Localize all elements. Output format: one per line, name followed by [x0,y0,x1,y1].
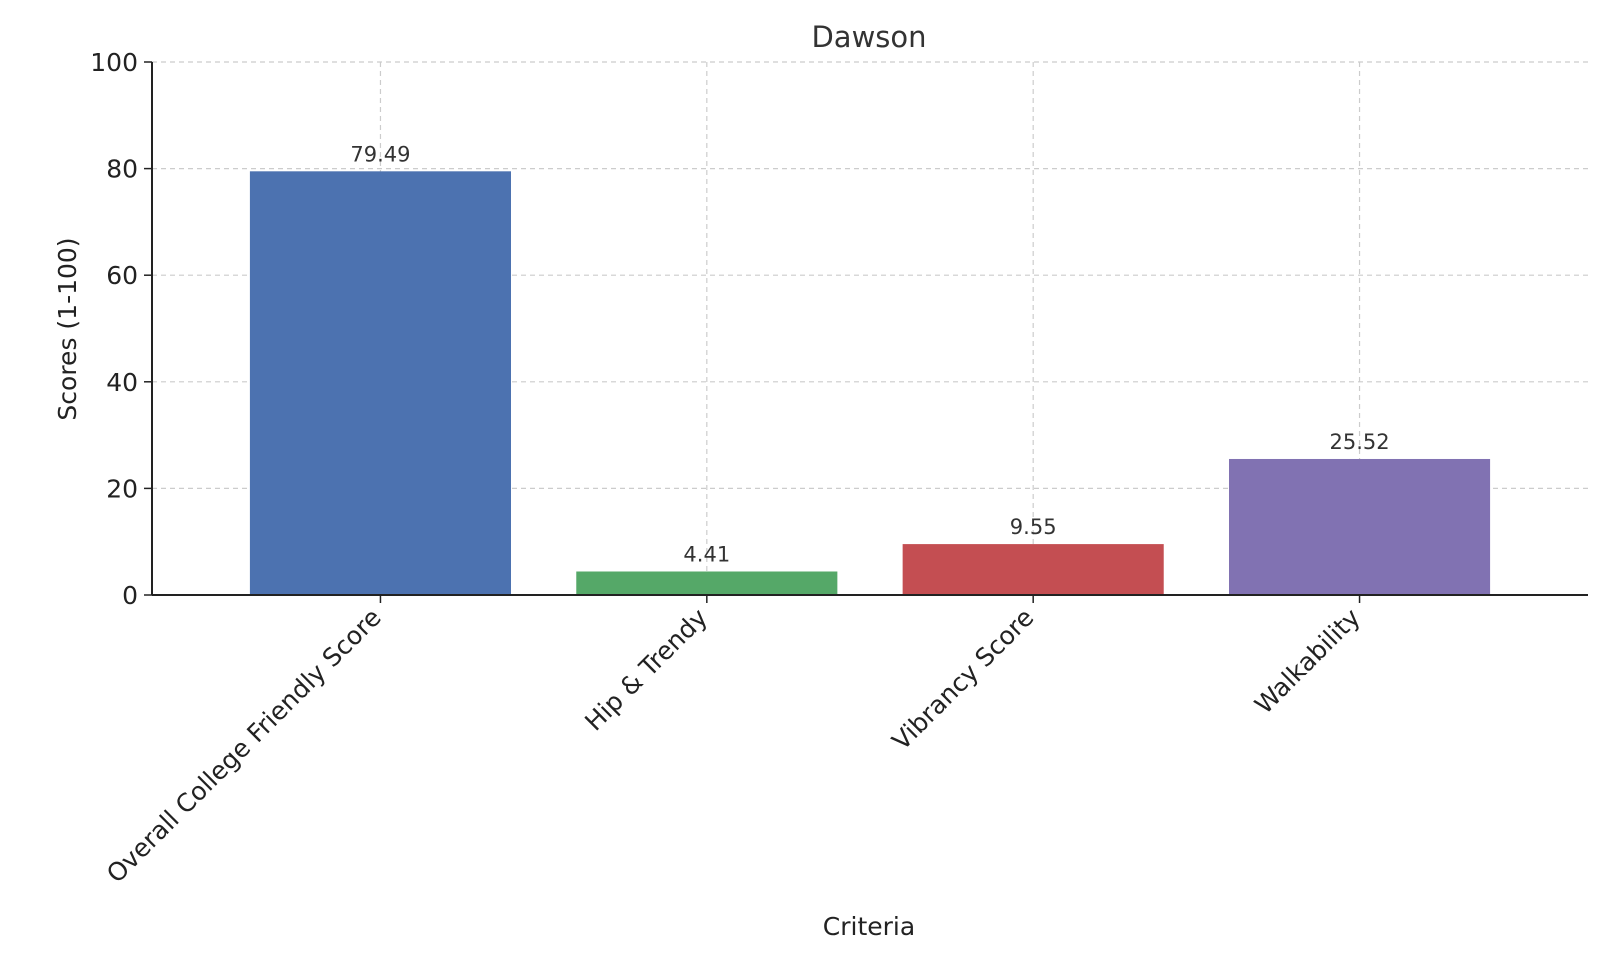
chart-title: Dawson [811,20,926,54]
y-tick-label: 80 [106,155,138,184]
x-tick-label: Overall College Friendly Score [101,603,387,889]
y-tick-label: 40 [106,368,138,397]
bar [249,171,511,595]
x-tick-label: Vibrancy Score [886,603,1039,756]
data-label: 4.41 [683,542,730,566]
data-label: 25.52 [1329,430,1389,454]
x-axis-label: Criteria [823,912,915,941]
x-tick-label: Walkability [1249,603,1366,720]
bar [1229,458,1491,595]
bar [576,571,838,595]
y-tick-label: 100 [90,48,138,77]
bars-group [249,171,1491,595]
data-label: 9.55 [1010,515,1057,539]
x-tick-label: Hip & Trendy [579,603,713,737]
bar [902,544,1164,595]
y-tick-label: 0 [122,581,138,610]
y-tick-label: 60 [106,261,138,290]
y-axis-label: Scores (1-100) [53,237,82,420]
axes-group [144,61,1588,603]
data-label: 79.49 [350,142,410,166]
y-tick-label: 20 [106,474,138,503]
